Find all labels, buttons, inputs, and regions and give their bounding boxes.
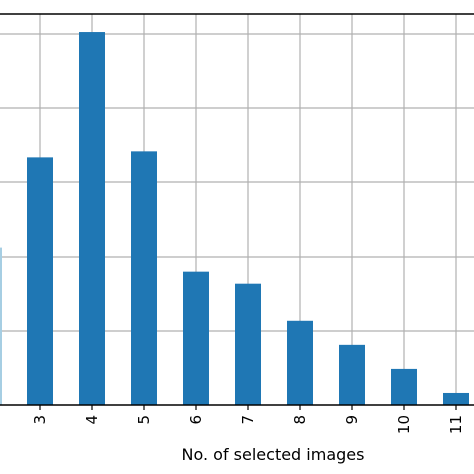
x-axis-label: No. of selected images	[182, 445, 365, 464]
x-tick-label: 11	[447, 415, 465, 434]
x-tick-label: 4	[83, 415, 101, 425]
x-tick-label: 10	[395, 415, 413, 434]
bar-9	[339, 344, 365, 405]
bar-3	[27, 157, 53, 405]
bar-5	[131, 151, 157, 405]
bar-7	[235, 283, 261, 405]
x-tick-label: 8	[291, 415, 309, 425]
x-tick-label: 3	[31, 415, 49, 425]
bar-11	[443, 392, 469, 405]
x-tick-label: 6	[187, 415, 205, 425]
x-tick-label: 5	[135, 415, 153, 425]
x-tick-label: 7	[239, 415, 257, 425]
x-tick-label: 9	[343, 415, 361, 425]
bar-8	[287, 320, 313, 405]
bar-4	[79, 32, 105, 406]
bar-partial-left	[0, 247, 2, 405]
bars	[0, 32, 469, 406]
bar-10	[391, 368, 417, 405]
axes	[0, 13, 474, 406]
bar-6	[183, 271, 209, 405]
x-ticks: 3 4 5 6 7 8 9 10 11	[31, 405, 465, 434]
